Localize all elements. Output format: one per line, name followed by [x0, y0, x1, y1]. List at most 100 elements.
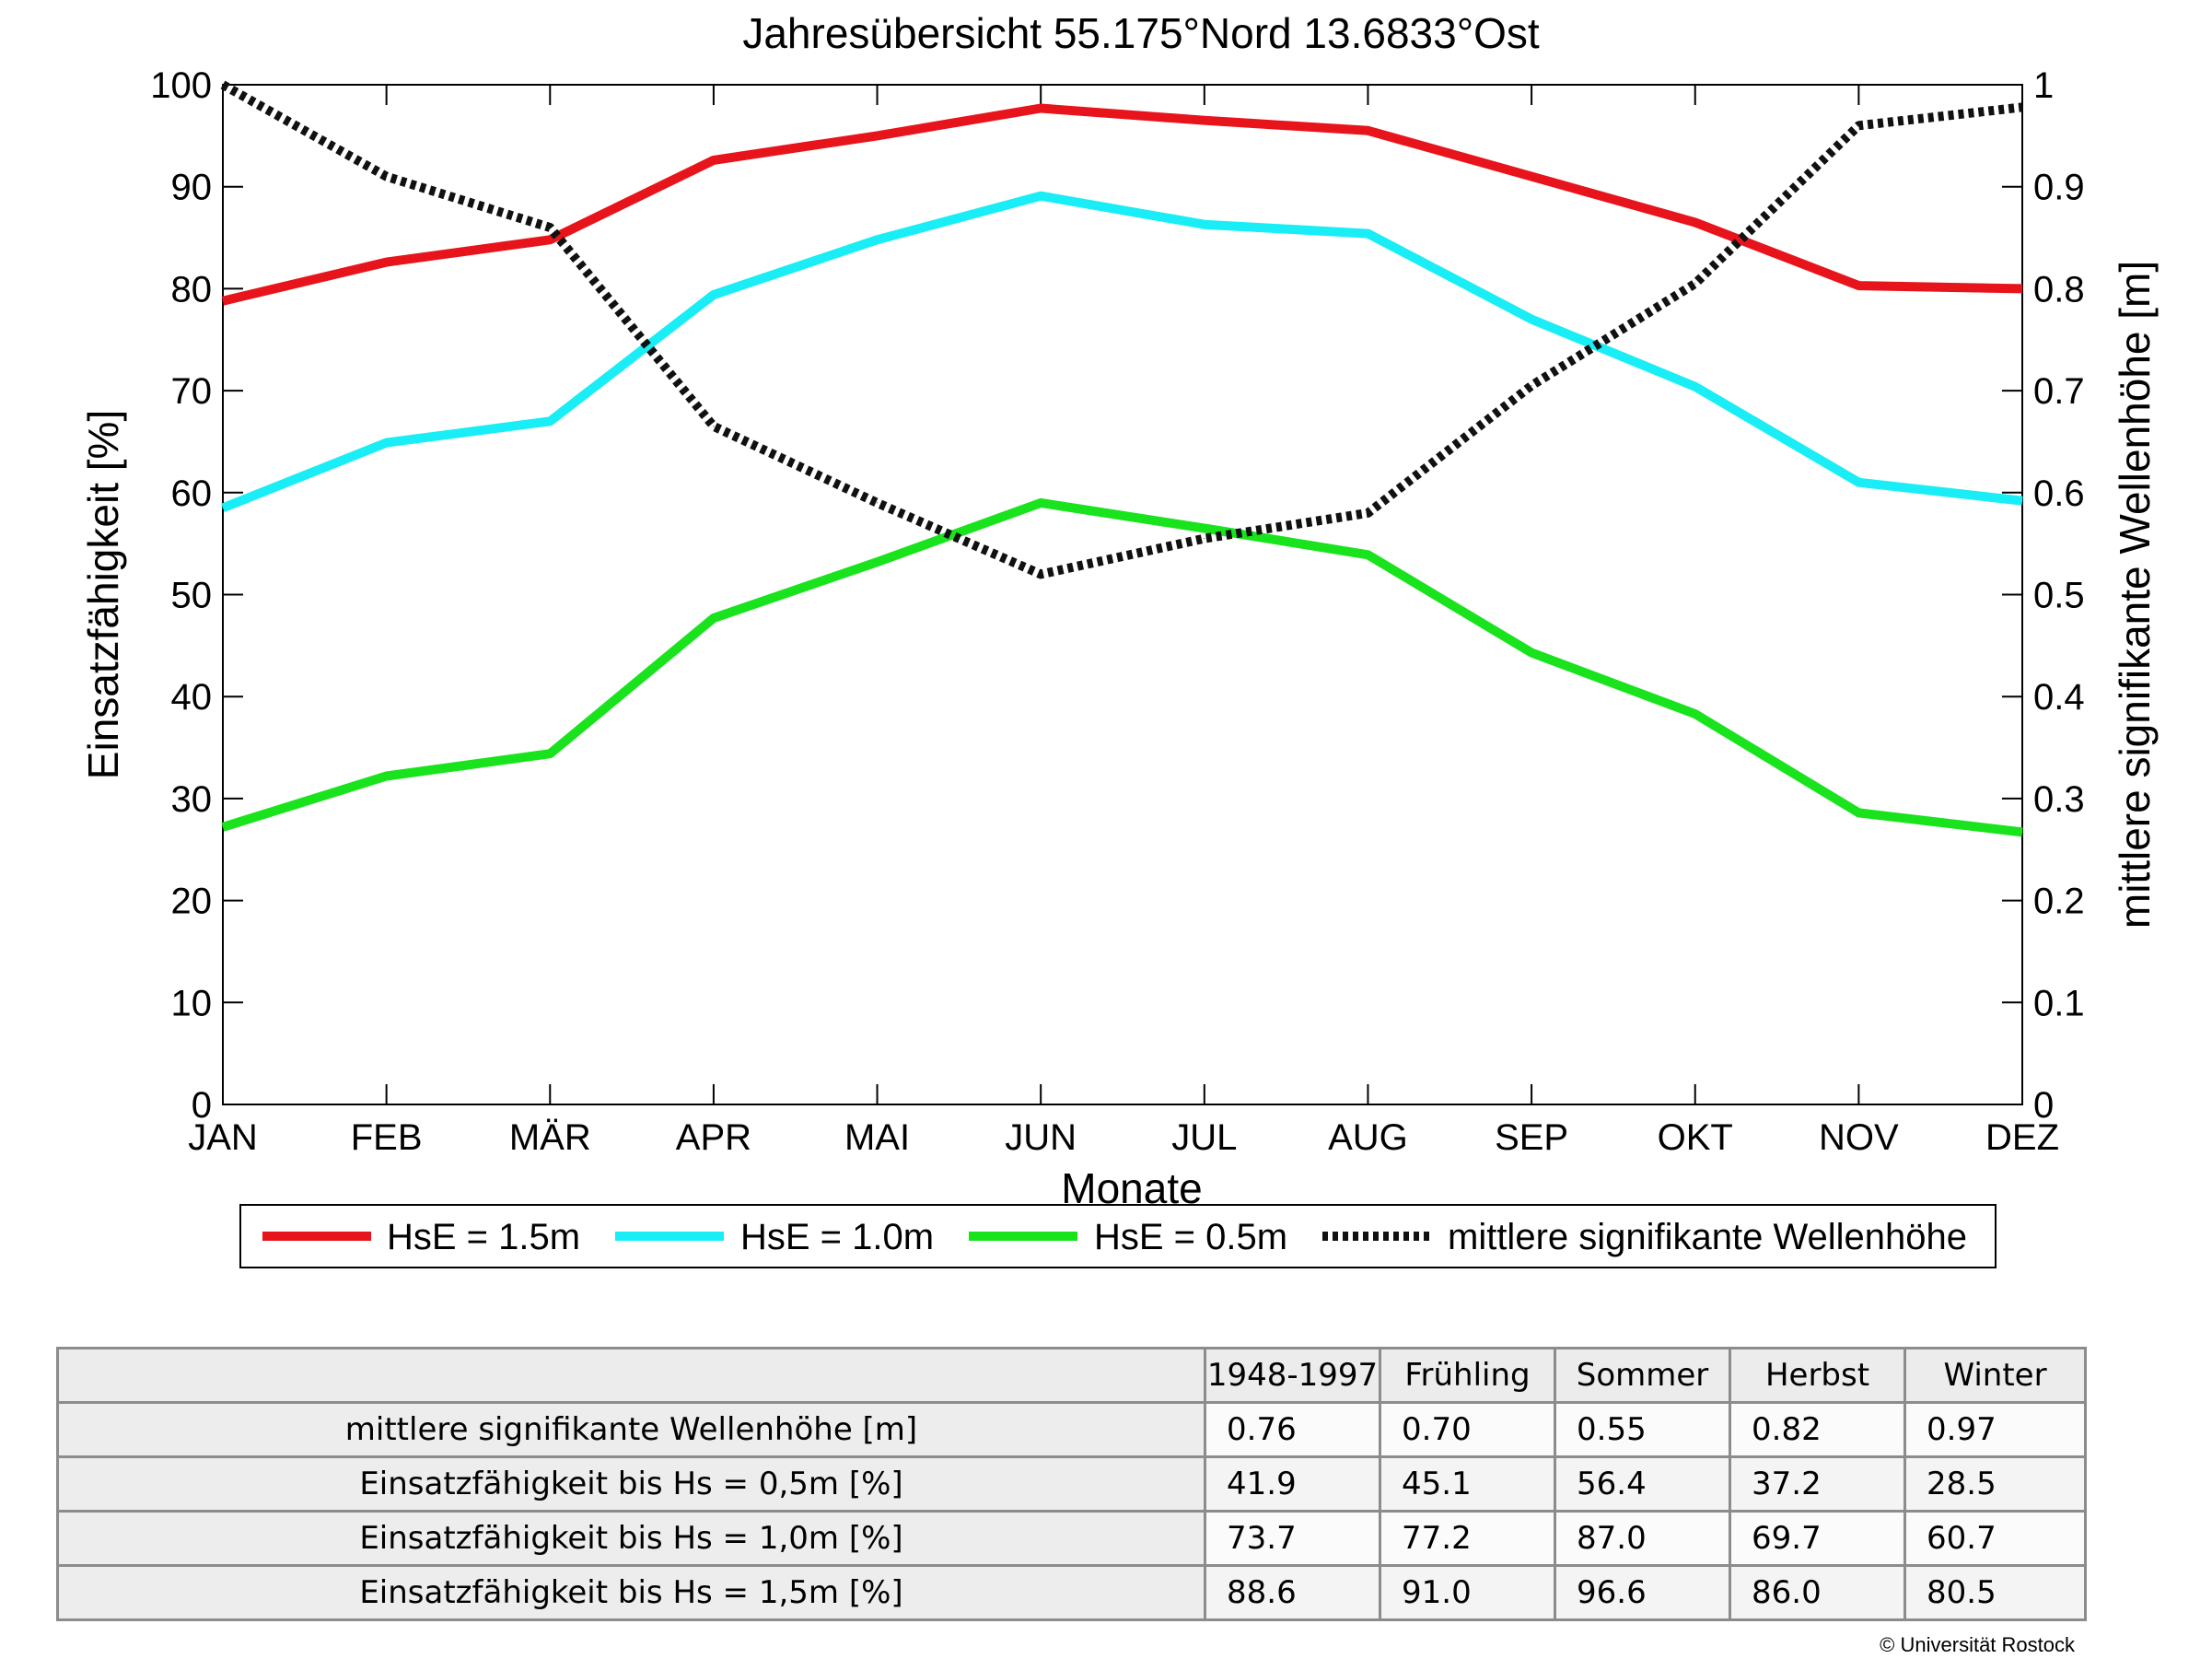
table-column-header: Winter — [1903, 1347, 2087, 1404]
y-tick-label: 30 — [171, 779, 213, 820]
data-point — [1531, 652, 1532, 654]
data-point — [1204, 120, 1205, 122]
data-point — [222, 300, 224, 302]
data-point — [1694, 283, 1696, 285]
data-point — [222, 826, 224, 828]
y2-axis-label: mittlere signifikante Wellenhöhe [m] — [2111, 261, 2159, 929]
table-row: Einsatzfähigkeit bis Hs = 0,5m [%] 41.9 … — [56, 1455, 2087, 1513]
y-tick-label: 70 — [171, 371, 213, 412]
table-cell: 73.7 — [1204, 1510, 1381, 1567]
data-point — [1040, 502, 1042, 504]
table-row: Einsatzfähigkeit bis Hs = 1,5m [%] 88.6 … — [56, 1564, 2087, 1621]
table-cell: 41.9 — [1204, 1455, 1381, 1513]
data-point — [2021, 831, 2023, 833]
y2-tick-label: 0.4 — [2033, 677, 2085, 718]
y-tick-label: 100 — [150, 65, 212, 106]
plot-area — [222, 84, 2023, 1105]
data-point — [1040, 573, 1042, 575]
table-cell: 37.2 — [1729, 1455, 1906, 1513]
table-cell: 96.6 — [1554, 1564, 1731, 1621]
table-cell: 80.5 — [1903, 1564, 2087, 1621]
copyright-notice: © Universität Rostock — [1880, 1633, 2075, 1656]
table-cell: 0.97 — [1903, 1401, 2087, 1458]
y-axis-label: Einsatzfähigkeit [%] — [79, 410, 127, 779]
table-cell: 88.6 — [1204, 1564, 1381, 1621]
y-tick-label: 90 — [171, 168, 213, 208]
x-tick-label: APR — [676, 1117, 751, 1158]
y2-tick-label: 0.9 — [2033, 168, 2085, 208]
table-cell: 77.2 — [1379, 1510, 1556, 1567]
data-point — [1204, 224, 1205, 226]
table-cell: 0.55 — [1554, 1401, 1731, 1458]
y-tick-label: 50 — [171, 576, 213, 616]
series-line-1 — [221, 103, 2023, 306]
table-cell: 60.7 — [1903, 1510, 2087, 1567]
y-tick-label: 20 — [171, 882, 213, 922]
data-point — [2021, 500, 2023, 502]
table-column-header: 1948-1997 — [1204, 1347, 1381, 1404]
y-tick-label: 40 — [171, 677, 213, 718]
x-tick-label: NOV — [1819, 1117, 1899, 1158]
data-point — [713, 294, 715, 296]
table-cell: 69.7 — [1729, 1510, 1906, 1567]
table-cell: 0.76 — [1204, 1401, 1381, 1458]
data-point — [713, 617, 715, 619]
table-row: Einsatzfähigkeit bis Hs = 1,0m [%] 73.7 … — [56, 1510, 2087, 1567]
y-tick-label: 0 — [192, 1085, 212, 1126]
table-cell: 91.0 — [1379, 1564, 1556, 1621]
table-header-row: 1948-1997 Frühling Sommer Herbst Winter — [56, 1347, 2087, 1404]
series-line-3 — [221, 497, 2023, 837]
legend-label: HsE = 0.5m — [1094, 1217, 1287, 1257]
table-cell: 87.0 — [1554, 1510, 1731, 1567]
table-row: mittlere signifikante Wellenhöhe [m] 0.7… — [56, 1401, 2087, 1458]
table-cell: 56.4 — [1554, 1455, 1731, 1513]
data-point — [1204, 538, 1205, 540]
legend-label: HsE = 1.5m — [387, 1217, 580, 1257]
y2-tick-label: 0.8 — [2033, 269, 2085, 310]
data-point — [386, 262, 388, 263]
table-column-header: Frühling — [1379, 1347, 1556, 1404]
data-point — [386, 776, 388, 777]
table-cell: 0.82 — [1729, 1401, 1906, 1458]
summary-table: 1948-1997 Frühling Sommer Herbst Winter … — [56, 1347, 2087, 1621]
series-line-4 — [220, 80, 2023, 579]
series-line-2 — [221, 191, 2023, 513]
y2-tick-label: 0.6 — [2033, 473, 2085, 514]
table-column-header: Sommer — [1554, 1347, 1731, 1404]
data-point — [1531, 385, 1532, 387]
x-tick-label: JUL — [1171, 1117, 1237, 1158]
data-point — [1694, 221, 1696, 223]
y2-tick-label: 0.3 — [2033, 779, 2085, 820]
legend-box — [239, 1204, 1997, 1268]
data-point — [386, 176, 388, 178]
table-cell: 0.70 — [1379, 1401, 1556, 1458]
data-point — [2021, 287, 2023, 289]
x-tick-label: DEZ — [1985, 1117, 2059, 1158]
data-point — [877, 134, 879, 136]
y-tick-label: 80 — [171, 269, 213, 310]
table-column-header: Herbst — [1729, 1347, 1906, 1404]
table-row-label: Einsatzfähigkeit bis Hs = 1,5m [%] — [56, 1564, 1206, 1621]
data-point — [549, 227, 551, 228]
data-point — [222, 84, 224, 86]
y2-tick-label: 1 — [2033, 65, 2054, 106]
table-row-label: mittlere signifikante Wellenhöhe [m] — [56, 1401, 1206, 1458]
x-tick-label: MAI — [844, 1117, 910, 1158]
y-tick-label: 10 — [171, 983, 213, 1023]
y2-tick-label: 0.7 — [2033, 371, 2085, 412]
y2-tick-label: 0.2 — [2033, 882, 2085, 922]
x-tick-label: AUG — [1328, 1117, 1408, 1158]
data-point — [877, 502, 879, 504]
x-tick-label: OKT — [1658, 1117, 1733, 1158]
data-point — [1040, 107, 1042, 109]
x-tick-label: JAN — [188, 1117, 258, 1158]
x-tick-label: MÄR — [509, 1117, 591, 1158]
table-cell: 45.1 — [1379, 1455, 1556, 1513]
data-point — [1857, 124, 1859, 126]
y2-tick-label: 0.5 — [2033, 576, 2085, 616]
data-point — [1694, 386, 1696, 388]
table-cell: 86.0 — [1729, 1564, 1906, 1621]
legend-label: mittlere signifikante Wellenhöhe — [1448, 1217, 1967, 1257]
data-point — [1531, 176, 1532, 178]
data-point — [386, 442, 388, 444]
